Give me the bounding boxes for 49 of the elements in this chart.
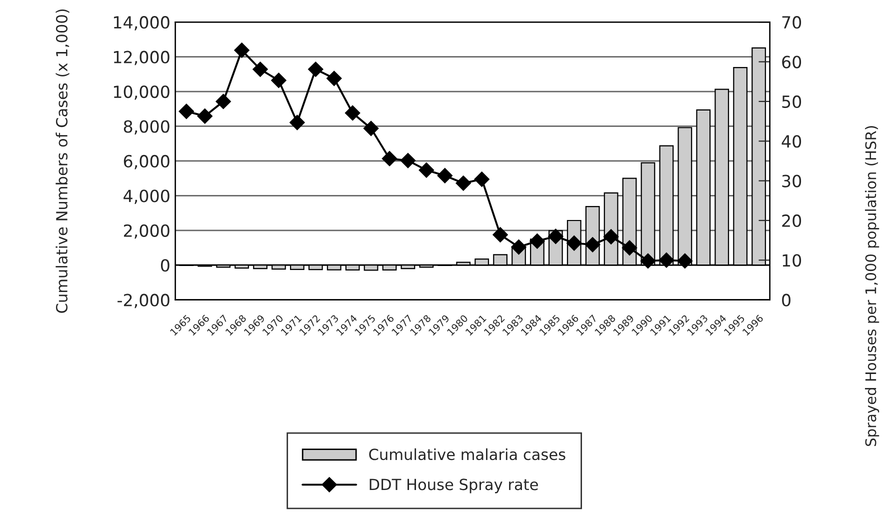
y-tick-label: -2,000 [118,294,170,308]
legend-label: Cumulative malaria cases [369,448,566,460]
point [530,234,545,249]
y-tick-label: 14,000 [114,16,170,30]
point [252,62,268,77]
y-axis-title: Cumulative Numbers of Cases (x 1,000) [56,9,70,313]
point [363,120,379,136]
y-tick-label: 4,000 [124,190,170,204]
point [382,151,398,166]
point [622,240,638,256]
y-tick-label: 12,000 [114,50,170,66]
point [326,70,342,86]
legend-label: DDT House Spray rate [370,478,538,494]
point [566,236,582,251]
point [418,162,434,178]
point [658,252,674,268]
point [308,62,324,77]
point [234,42,250,58]
point [271,72,286,88]
y2-tick-label: 0 [782,294,790,306]
y-tick-label: 6,000 [124,154,170,170]
point [640,253,656,269]
point [437,168,452,184]
y-tick-label: 10,000 [114,85,170,100]
point [492,227,508,242]
point [345,105,360,121]
point [216,94,231,110]
y2-tick-label: 10 [782,254,802,267]
y2-tick-label: 50 [782,95,802,108]
point [677,253,692,269]
y2-tick-label: 70 [782,16,802,29]
point [456,176,471,191]
point [585,237,600,252]
point [474,172,490,187]
point [400,152,416,168]
point [290,114,305,130]
point [548,228,564,244]
y2-tick-label: 40 [782,135,802,148]
y2-tick-label: 30 [782,174,802,188]
y2-tick-label: 60 [782,56,802,68]
point [178,104,194,119]
y2-tick-label: 20 [782,214,802,228]
point [511,239,526,255]
point [197,108,212,124]
y2-axis-title: Sprayed Houses per 1,000 population (HSR) [864,126,880,446]
y-tick-label: 2,000 [124,224,170,239]
y-tick-label: 0 [160,259,170,272]
y-tick-label: 8,000 [124,120,170,135]
point [603,229,619,244]
